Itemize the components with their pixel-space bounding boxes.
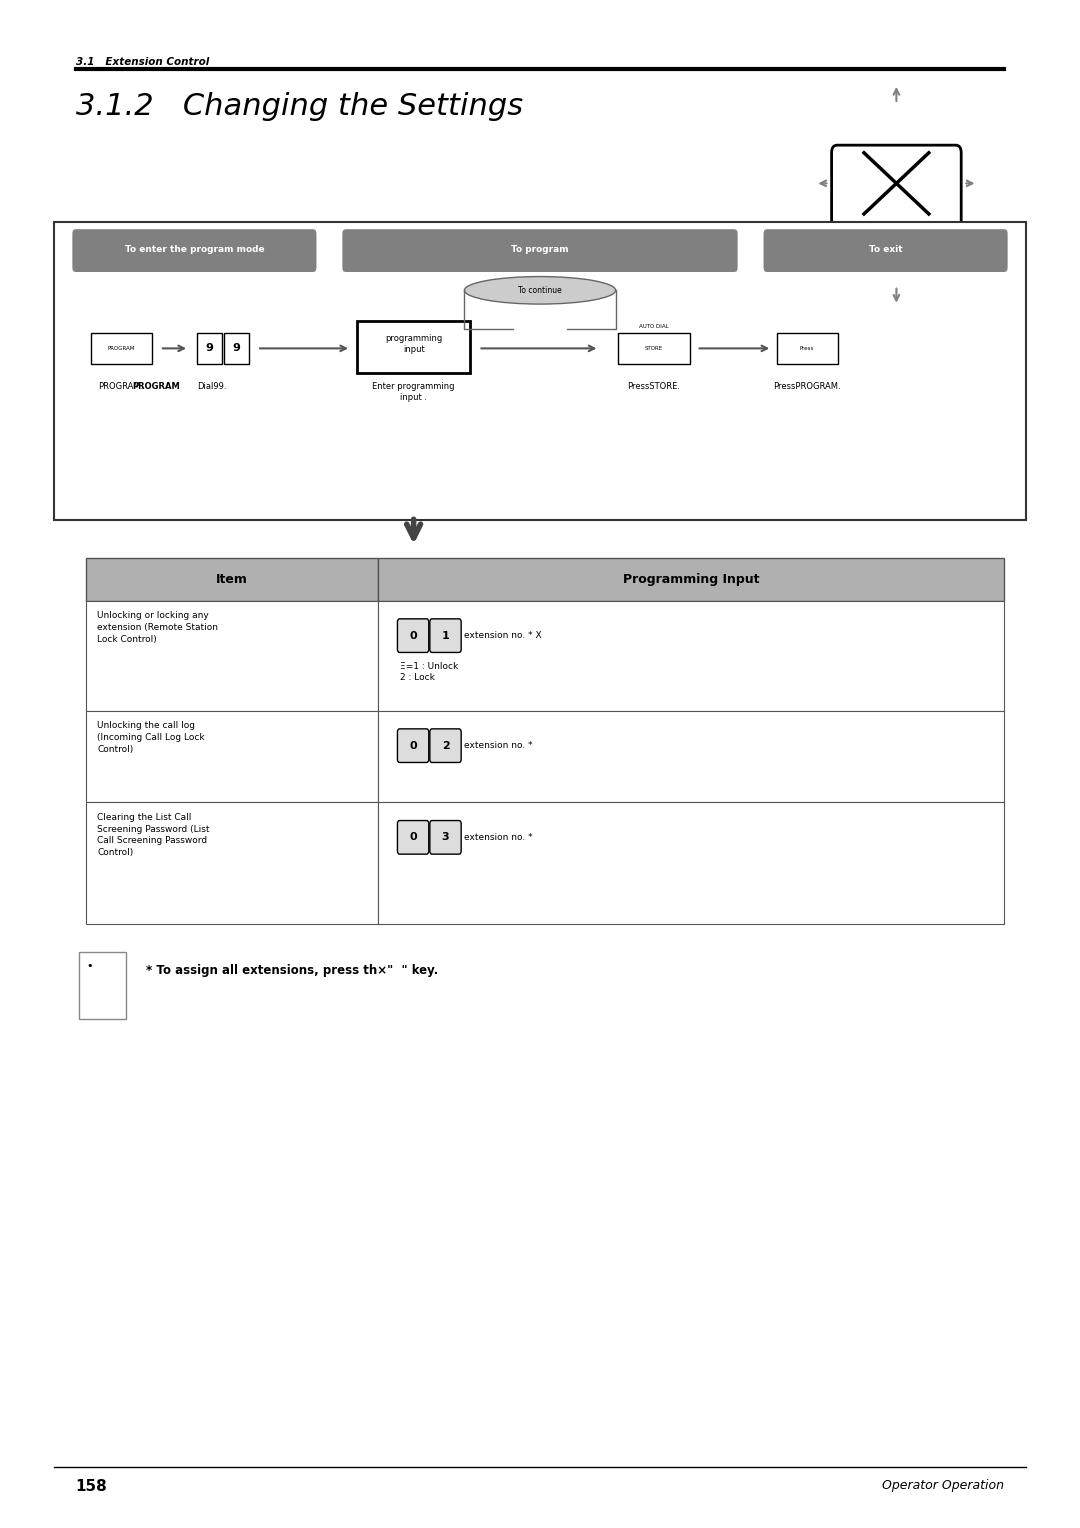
Text: 1: 1 — [442, 631, 449, 640]
Text: 2: 2 — [442, 741, 449, 750]
FancyBboxPatch shape — [397, 619, 429, 652]
Text: extension no. * X: extension no. * X — [464, 631, 542, 640]
FancyBboxPatch shape — [86, 558, 378, 601]
Text: * To assign all extensions, press th×"  " key.: * To assign all extensions, press th×" "… — [146, 964, 438, 976]
FancyBboxPatch shape — [72, 229, 316, 272]
FancyBboxPatch shape — [378, 802, 1004, 924]
Text: extension no. *: extension no. * — [464, 833, 534, 842]
FancyBboxPatch shape — [397, 821, 429, 854]
Text: To exit: To exit — [868, 246, 903, 254]
Text: 0: 0 — [409, 631, 417, 640]
Text: 3.1.2   Changing the Settings: 3.1.2 Changing the Settings — [76, 92, 523, 121]
Text: 158: 158 — [76, 1479, 107, 1494]
FancyBboxPatch shape — [86, 802, 378, 924]
Text: 3.1   Extension Control: 3.1 Extension Control — [76, 57, 208, 67]
Text: PressPROGRAM.: PressPROGRAM. — [773, 382, 840, 391]
Text: Unlocking or locking any
extension (Remote Station
Lock Control): Unlocking or locking any extension (Remo… — [97, 611, 218, 643]
Ellipse shape — [464, 277, 616, 304]
Text: Enter programming
input .: Enter programming input . — [373, 382, 455, 402]
FancyBboxPatch shape — [430, 729, 461, 762]
Text: PROGRAM.: PROGRAM. — [98, 382, 144, 391]
FancyBboxPatch shape — [86, 601, 378, 711]
Text: To enter the program mode: To enter the program mode — [124, 246, 265, 254]
FancyBboxPatch shape — [397, 729, 429, 762]
FancyBboxPatch shape — [224, 333, 249, 364]
Text: Dial99.: Dial99. — [197, 382, 227, 391]
FancyBboxPatch shape — [378, 601, 1004, 711]
Text: 3: 3 — [442, 833, 449, 842]
Text: 0: 0 — [409, 741, 417, 750]
Text: PressSTORE.: PressSTORE. — [626, 382, 680, 391]
Text: •: • — [86, 961, 93, 970]
FancyBboxPatch shape — [79, 952, 126, 1019]
Text: AUTO DIAL: AUTO DIAL — [638, 324, 669, 330]
FancyBboxPatch shape — [197, 333, 222, 364]
FancyBboxPatch shape — [54, 222, 1026, 520]
Text: 9: 9 — [205, 344, 214, 353]
Text: Unlocking the call log
(Incoming Call Log Lock
Control): Unlocking the call log (Incoming Call Lo… — [97, 721, 205, 753]
FancyBboxPatch shape — [86, 711, 378, 802]
Text: To continue: To continue — [518, 286, 562, 295]
Text: extension no. *: extension no. * — [464, 741, 534, 750]
FancyBboxPatch shape — [430, 619, 461, 652]
Text: programming
input: programming input — [384, 333, 443, 354]
Text: Programming Input: Programming Input — [623, 573, 759, 585]
Text: 9: 9 — [232, 344, 241, 353]
Text: To program: To program — [511, 246, 569, 254]
Text: STORE: STORE — [645, 345, 662, 351]
FancyBboxPatch shape — [430, 821, 461, 854]
FancyBboxPatch shape — [618, 333, 690, 364]
FancyBboxPatch shape — [378, 558, 1004, 601]
Text: Press: Press — [799, 345, 814, 351]
FancyBboxPatch shape — [777, 333, 838, 364]
FancyBboxPatch shape — [764, 229, 1008, 272]
FancyBboxPatch shape — [378, 711, 1004, 802]
Text: 0: 0 — [409, 833, 417, 842]
Text: Operator Operation: Operator Operation — [882, 1479, 1004, 1493]
Text: Ξ=1 : Unlock
2 : Lock: Ξ=1 : Unlock 2 : Lock — [400, 662, 458, 683]
Text: Clearing the List Call
Screening Password (List
Call Screening Password
Control): Clearing the List Call Screening Passwor… — [97, 813, 210, 857]
Text: PROGRAM: PROGRAM — [132, 382, 179, 391]
Text: PROGRAM: PROGRAM — [108, 345, 135, 351]
Text: Item: Item — [216, 573, 248, 585]
FancyBboxPatch shape — [832, 145, 961, 290]
FancyBboxPatch shape — [357, 321, 470, 373]
FancyBboxPatch shape — [91, 333, 152, 364]
FancyBboxPatch shape — [342, 229, 738, 272]
